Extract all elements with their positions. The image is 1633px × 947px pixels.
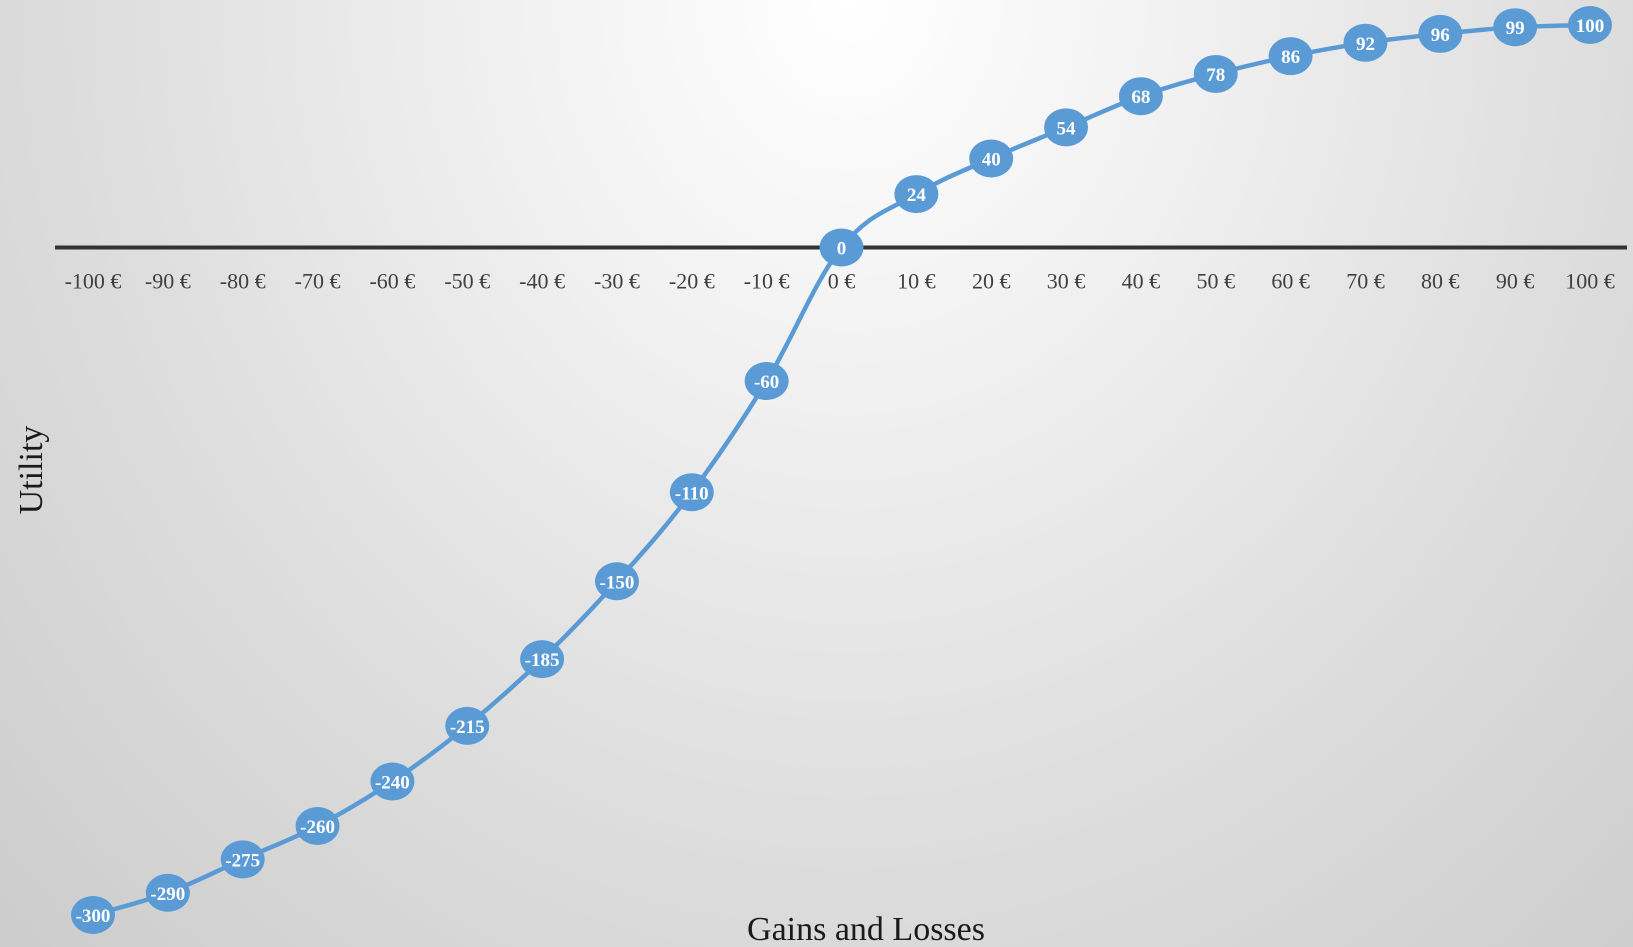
data-point-label: -60 [754, 372, 779, 393]
data-point-marker [669, 473, 714, 512]
data-point-label: -300 [76, 906, 111, 927]
x-tick-label: 90 € [1496, 269, 1535, 294]
x-tick-label: -60 € [369, 269, 415, 294]
data-point-marker [220, 840, 265, 879]
data-point-marker [1118, 77, 1163, 116]
x-tick-label: 40 € [1122, 269, 1161, 294]
x-tick-label: -10 € [744, 269, 790, 294]
data-point-label: -215 [450, 717, 485, 738]
data-point-marker [594, 562, 639, 601]
data-point-marker [1268, 37, 1313, 76]
x-tick-label: -100 € [65, 269, 122, 294]
x-tick-label: 10 € [897, 269, 936, 294]
x-tick-label: 30 € [1047, 269, 1086, 294]
x-tick-label: 100 € [1565, 269, 1615, 294]
data-point-label: -275 [225, 850, 260, 871]
data-point-label: 0 [837, 239, 847, 260]
data-point-marker [71, 896, 115, 934]
data-point-label: -110 [675, 483, 709, 504]
x-tick-label: -80 € [220, 269, 266, 294]
data-point-label: 78 [1206, 65, 1225, 86]
data-point-label: 40 [982, 150, 1001, 171]
x-tick-label: -70 € [295, 269, 341, 294]
data-point-label: -240 [375, 773, 410, 794]
x-tick-label: -30 € [594, 269, 640, 294]
data-point-label: -290 [150, 884, 185, 905]
x-tick-label: 50 € [1197, 269, 1236, 294]
data-point-label: 99 [1506, 18, 1525, 39]
data-point-marker [145, 873, 190, 912]
data-point-marker [1343, 23, 1388, 62]
x-tick-label: 20 € [972, 269, 1011, 294]
x-tick-label: 70 € [1346, 269, 1385, 294]
data-point-label: 100 [1576, 16, 1605, 37]
data-point-label: 86 [1281, 47, 1300, 68]
x-tick-label: 60 € [1271, 269, 1310, 294]
data-point-marker [819, 228, 864, 267]
data-point-marker [445, 706, 490, 745]
data-point-marker [1418, 14, 1463, 53]
series-line [90, 22, 1593, 918]
data-point-marker [1193, 54, 1238, 93]
data-point-label: 92 [1356, 34, 1375, 55]
data-point-marker [295, 807, 340, 845]
data-point-marker [744, 362, 789, 400]
data-point-label: 54 [1057, 118, 1077, 139]
data-point-label: 96 [1431, 25, 1450, 46]
x-tick-label: 80 € [1421, 269, 1460, 294]
y-axis-title: Utility [13, 426, 50, 515]
x-tick-label: -20 € [669, 269, 715, 294]
data-point-marker [1493, 8, 1538, 47]
data-point-marker [520, 640, 565, 679]
data-point-marker [1044, 108, 1089, 147]
data-point-marker [969, 139, 1014, 178]
data-point-label: 24 [907, 185, 927, 206]
x-tick-label: -90 € [145, 269, 191, 294]
data-point-label: -150 [600, 572, 635, 593]
data-point-label: -185 [525, 650, 560, 671]
data-point-marker [370, 762, 415, 801]
x-tick-label: 0 € [828, 269, 856, 294]
x-tick-label: -40 € [519, 269, 565, 294]
x-tick-label: -50 € [444, 269, 490, 294]
data-point-marker [894, 175, 939, 214]
x-axis-title: Gains and Losses [747, 911, 985, 947]
data-point-label: 68 [1131, 87, 1150, 108]
data-point-marker [1568, 6, 1612, 44]
data-point-label: -260 [300, 817, 335, 838]
